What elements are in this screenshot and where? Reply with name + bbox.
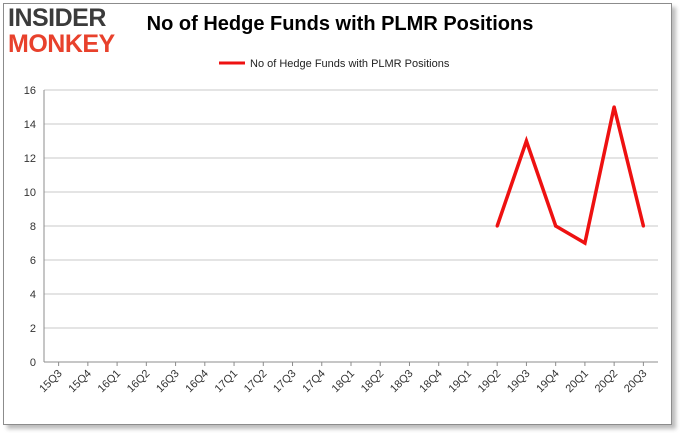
x-tick-label: 19Q3 — [505, 368, 533, 396]
x-tick-label: 20Q2 — [593, 368, 621, 396]
data-point — [612, 105, 616, 109]
data-point — [583, 241, 587, 245]
x-tick-label: 20Q3 — [622, 368, 650, 396]
x-tick-label: 18Q1 — [330, 368, 358, 396]
series-lines — [495, 105, 646, 246]
x-tick-label: 16Q3 — [154, 368, 182, 396]
x-tick-label: 16Q1 — [96, 368, 124, 396]
y-tick-label: 10 — [24, 187, 36, 199]
x-tick-labels: 15Q3 15Q4 16Q1 16Q2 16Q3 16Q4 17Q1 17Q2 17Q3 17Q4… — [37, 368, 649, 396]
legend: No of Hedge Funds with PLMR Positions — [219, 58, 450, 70]
y-tick-label: 6 — [30, 255, 36, 267]
x-tick-label: 18Q4 — [417, 368, 445, 396]
x-tick-label: 17Q3 — [271, 368, 299, 396]
y-tick-label: 14 — [24, 119, 36, 131]
x-tick-label: 15Q4 — [66, 368, 94, 396]
x-tick-label: 17Q4 — [300, 368, 328, 396]
axes — [43, 90, 658, 366]
x-tick-label: 18Q3 — [388, 368, 416, 396]
x-tick-label: 15Q3 — [37, 368, 65, 396]
x-tick-label: 16Q4 — [183, 368, 211, 396]
y-tick-labels: 0 2 4 6 8 10 12 14 16 — [24, 85, 36, 369]
y-tick-label: 4 — [30, 289, 36, 301]
data-point — [641, 224, 645, 228]
x-tick-label: 19Q4 — [534, 368, 562, 396]
logo-line-2: MONKEY — [8, 30, 115, 58]
x-tick-label: 17Q2 — [242, 368, 270, 396]
x-tick-label: 18Q2 — [359, 368, 387, 396]
legend-label: No of Hedge Funds with PLMR Positions — [250, 58, 450, 70]
logo-line-1: INSIDER — [8, 4, 106, 32]
insider-monkey-logo: INSIDER MONKEY — [8, 4, 128, 58]
series-line-0 — [495, 106, 646, 246]
x-tick-label: 19Q2 — [476, 368, 504, 396]
x-tick-label: 16Q2 — [125, 368, 153, 396]
chart-frame — [3, 3, 672, 425]
y-tick-label: 0 — [30, 357, 36, 369]
data-point — [554, 224, 558, 228]
x-tick-label: 17Q1 — [213, 368, 241, 396]
data-point — [524, 139, 529, 143]
chart-title: No of Hedge Funds with PLMR Positions — [146, 13, 534, 35]
grid-lines — [44, 89, 658, 329]
y-tick-label: 2 — [30, 323, 36, 335]
x-tick-label: 19Q1 — [447, 368, 475, 396]
data-point — [495, 224, 499, 228]
y-tick-label: 16 — [24, 85, 36, 97]
y-tick-label: 12 — [24, 153, 36, 165]
y-tick-label: 8 — [30, 221, 36, 233]
x-tick-label: 20Q1 — [564, 368, 592, 396]
